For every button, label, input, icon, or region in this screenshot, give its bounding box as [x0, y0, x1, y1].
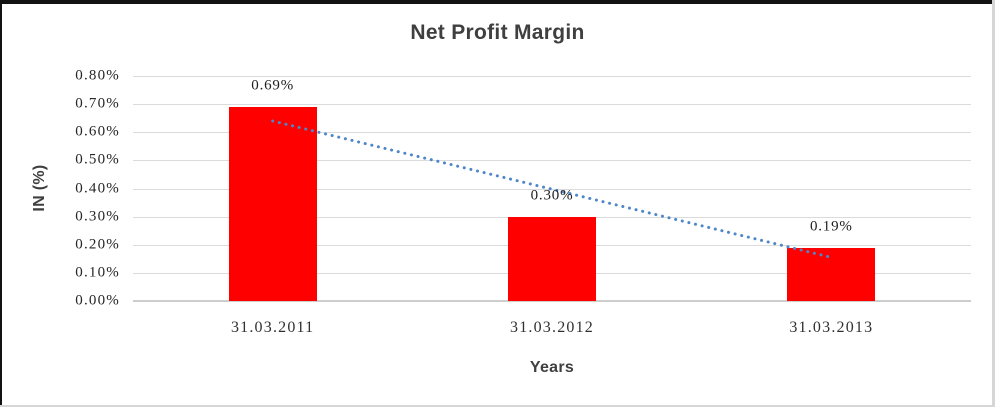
y-tick-label: 0.70% [75, 95, 120, 112]
x-tick-label: 31.03.2011 [230, 319, 315, 336]
gridline [133, 104, 971, 106]
chart-border-top [0, 0, 995, 4]
chart-title: Net Profit Margin [410, 21, 585, 44]
chart-border-right [992, 0, 995, 407]
x-axis-title: Years [529, 359, 575, 376]
data-label: 0.30% [530, 187, 574, 204]
chart-border-bottom [0, 405, 995, 407]
y-tick-label: 0.20% [75, 236, 120, 253]
bar-31.03.2011[interactable] [228, 106, 317, 301]
y-tick-label: 0.80% [75, 67, 120, 84]
y-tick-label: 0.60% [75, 123, 120, 140]
bar-31.03.2012[interactable] [508, 216, 596, 301]
chart-border-left [0, 0, 2, 407]
x-axis-line [133, 300, 971, 302]
y-tick-label: 0.10% [75, 264, 120, 281]
data-label: 0.19% [809, 218, 853, 235]
gridline [133, 188, 971, 190]
x-tick-label: 31.03.2013 [789, 319, 874, 336]
gridline [133, 132, 971, 134]
y-tick-label: 0.40% [75, 180, 120, 196]
gridline [133, 76, 971, 77]
gridline [133, 160, 971, 162]
trendline[interactable] [271, 119, 833, 259]
y-tick-label: 0.00% [75, 292, 120, 309]
data-label: 0.69% [251, 77, 295, 94]
bar-31.03.2013[interactable] [787, 247, 876, 301]
x-tick-label: 31.03.2012 [510, 319, 594, 336]
y-tick-label: 0.50% [75, 151, 120, 168]
y-tick-label: 0.30% [75, 208, 120, 225]
